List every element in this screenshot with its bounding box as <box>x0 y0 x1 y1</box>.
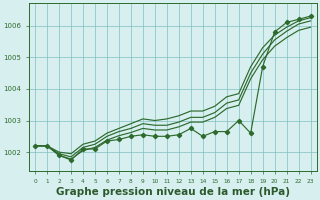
X-axis label: Graphe pression niveau de la mer (hPa): Graphe pression niveau de la mer (hPa) <box>56 187 290 197</box>
